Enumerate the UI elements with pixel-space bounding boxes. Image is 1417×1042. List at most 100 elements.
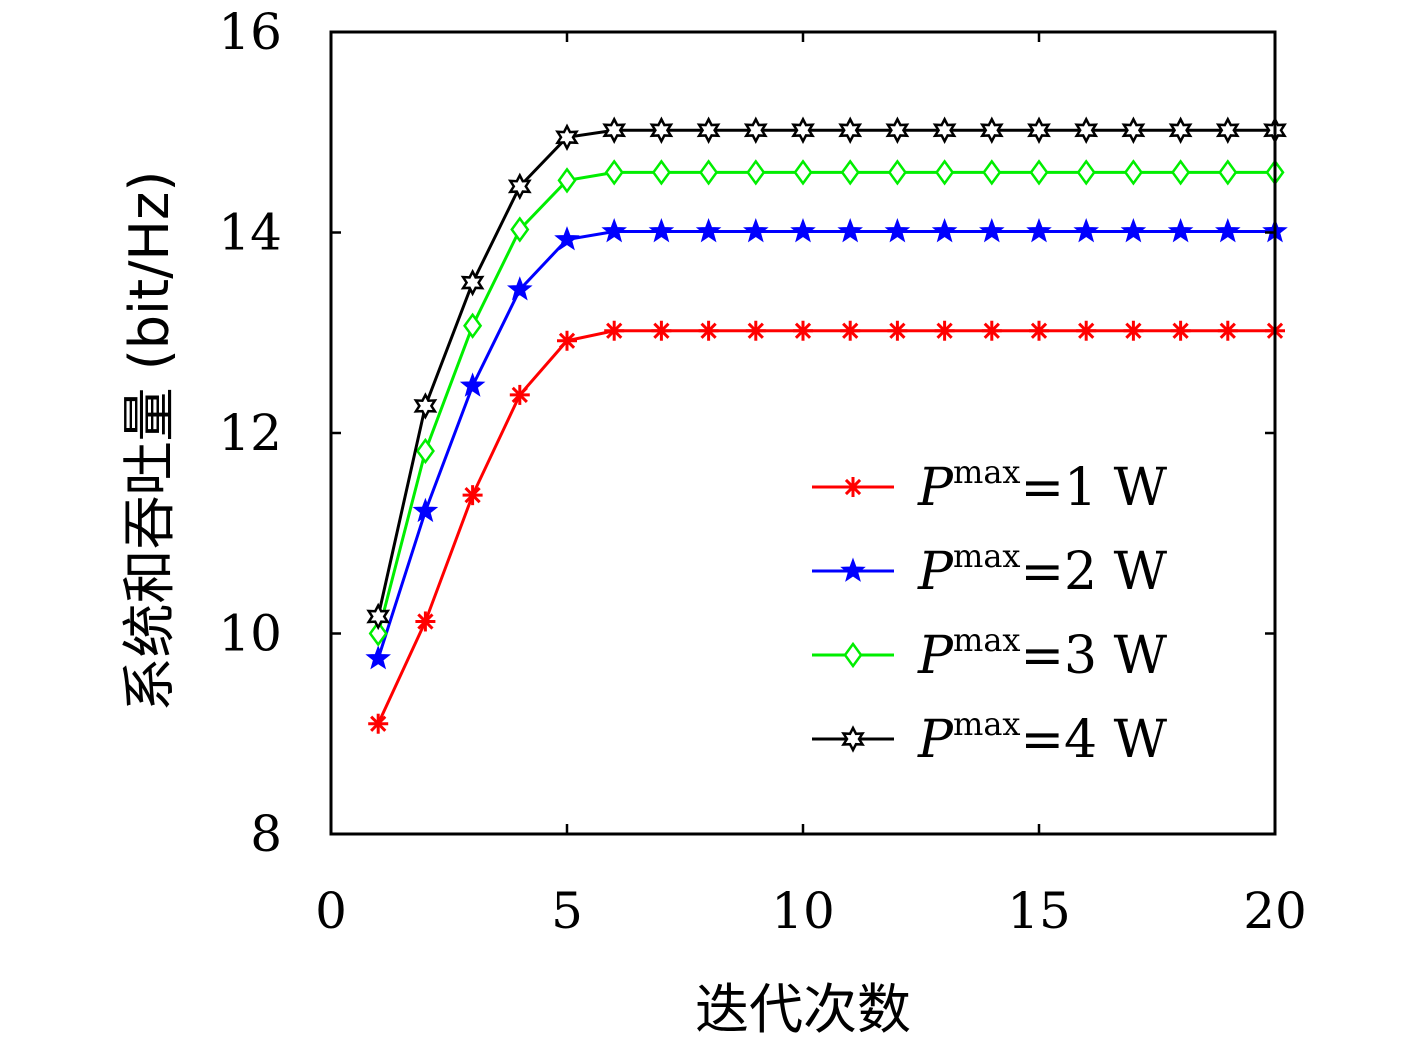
legend-entry-2: Pmax=2 W	[812, 537, 1168, 602]
data-point-s2-5	[554, 226, 580, 251]
data-point-s4-14	[979, 116, 1004, 144]
data-point-s1-1	[368, 713, 389, 734]
data-point-s3-14	[982, 159, 1002, 186]
data-point-s2-10	[790, 218, 816, 243]
legend-label-symbol: P	[917, 710, 954, 770]
data-point-s1-19	[1217, 320, 1238, 341]
data-point-s1-17	[1123, 320, 1144, 341]
data-point-s3-11	[840, 159, 860, 186]
data-point-s3-1	[368, 620, 388, 647]
x-axis-label: 迭代次数	[695, 978, 911, 1041]
data-point-s2-11	[837, 218, 863, 243]
data-point-s2-13	[931, 218, 958, 243]
data-point-s1-4	[509, 384, 530, 405]
data-point-s4-16	[1074, 116, 1099, 144]
data-point-s4-1	[366, 602, 391, 631]
plot-area	[365, 116, 1288, 734]
legend-label-sup: max	[953, 537, 1020, 575]
data-point-s2-8	[695, 218, 722, 243]
x-tick-label: 15	[1007, 882, 1071, 940]
data-point-s2-16	[1073, 218, 1099, 243]
data-point-s4-2	[413, 392, 438, 420]
data-point-s1-16	[1076, 320, 1097, 341]
data-point-s4-8	[696, 116, 721, 144]
data-point-s3-9	[746, 159, 766, 186]
data-point-s4-11	[838, 116, 863, 144]
data-point-s1-10	[793, 320, 813, 341]
series-line-4	[376, 128, 1275, 617]
legend-label-1: Pmax=1 W	[917, 453, 1168, 518]
y-tick-label: 10	[218, 605, 282, 663]
data-point-s3-18	[1171, 159, 1191, 186]
legend-label-rest: =2 W	[1020, 542, 1167, 602]
data-point-s3-5	[557, 167, 577, 194]
data-point-s3-19	[1218, 159, 1238, 186]
x-tick-label: 5	[551, 882, 583, 940]
legend-label-sup: max	[953, 621, 1020, 659]
legend-label-symbol: P	[917, 626, 954, 686]
data-point-s4-12	[885, 116, 910, 144]
y-axis-label: 系统和吞吐量 (bit/Hz)	[118, 171, 181, 712]
data-point-s3-4	[510, 216, 530, 243]
data-point-s4-5	[555, 123, 579, 151]
legend-label-sup: max	[953, 453, 1020, 491]
data-point-s1-3	[462, 485, 483, 506]
legend-label-2: Pmax=2 W	[917, 537, 1168, 602]
data-point-s4-15	[1027, 116, 1051, 144]
y-tick-label: 8	[250, 805, 282, 863]
data-point-s4-7	[649, 116, 674, 144]
data-point-s4-17	[1121, 116, 1146, 144]
data-point-s2-18	[1167, 218, 1194, 243]
legend-entry-4: Pmax=4 W	[812, 705, 1168, 770]
data-point-s2-19	[1215, 218, 1241, 243]
legend-label-4: Pmax=4 W	[917, 705, 1168, 770]
data-point-s4-10	[791, 116, 815, 144]
data-point-s3-12	[887, 159, 907, 186]
legend-entry-3: Pmax=3 W	[812, 621, 1168, 686]
data-point-s2-17	[1120, 218, 1147, 243]
data-point-s1-12	[887, 320, 908, 341]
data-point-s1-2	[415, 611, 436, 632]
data-point-s3-15	[1029, 159, 1049, 186]
legend-marker-2	[840, 557, 866, 582]
data-point-s4-4	[507, 172, 532, 201]
data-point-s2-3	[459, 372, 486, 397]
data-point-s2-7	[648, 218, 675, 243]
data-point-s1-13	[934, 320, 955, 341]
data-point-s1-18	[1170, 320, 1191, 341]
data-point-s3-3	[463, 312, 483, 339]
data-point-s3-6	[604, 159, 624, 186]
data-point-s1-8	[698, 320, 719, 341]
x-tick-label: 10	[771, 882, 835, 940]
data-point-s4-3	[460, 268, 485, 297]
data-point-s4-13	[932, 116, 957, 144]
data-point-s2-2	[412, 497, 439, 523]
legend-marker-4	[841, 725, 865, 753]
data-point-s1-15	[1029, 320, 1049, 341]
data-point-s2-15	[1026, 218, 1052, 243]
data-point-s4-6	[602, 116, 627, 144]
y-tick-label: 12	[218, 404, 282, 462]
data-point-s1-9	[745, 320, 766, 341]
legend-label-symbol: P	[917, 542, 954, 602]
data-point-s3-10	[793, 159, 813, 186]
data-point-s3-2	[415, 437, 435, 465]
data-point-s1-5	[557, 330, 577, 351]
y-tick-label: 16	[218, 3, 282, 61]
data-point-s2-4	[507, 276, 533, 301]
data-point-s4-18	[1168, 116, 1193, 144]
data-point-s3-16	[1076, 159, 1096, 186]
x-tick-label: 20	[1243, 882, 1307, 940]
legend-label-rest: =3 W	[1020, 626, 1167, 686]
axes: 0 5 10 15 20 8 10 12 14 16	[218, 3, 1306, 940]
y-tick-label: 14	[218, 204, 282, 262]
data-point-s2-14	[979, 218, 1005, 243]
legend-label-rest: =4 W	[1020, 710, 1167, 770]
data-point-s1-14	[981, 320, 1002, 341]
legend-label-rest: =1 W	[1020, 458, 1167, 518]
legend-marker-1	[843, 477, 863, 497]
data-point-s3-8	[699, 159, 719, 186]
legend-label-3: Pmax=3 W	[917, 621, 1168, 686]
data-point-s4-9	[743, 116, 768, 144]
